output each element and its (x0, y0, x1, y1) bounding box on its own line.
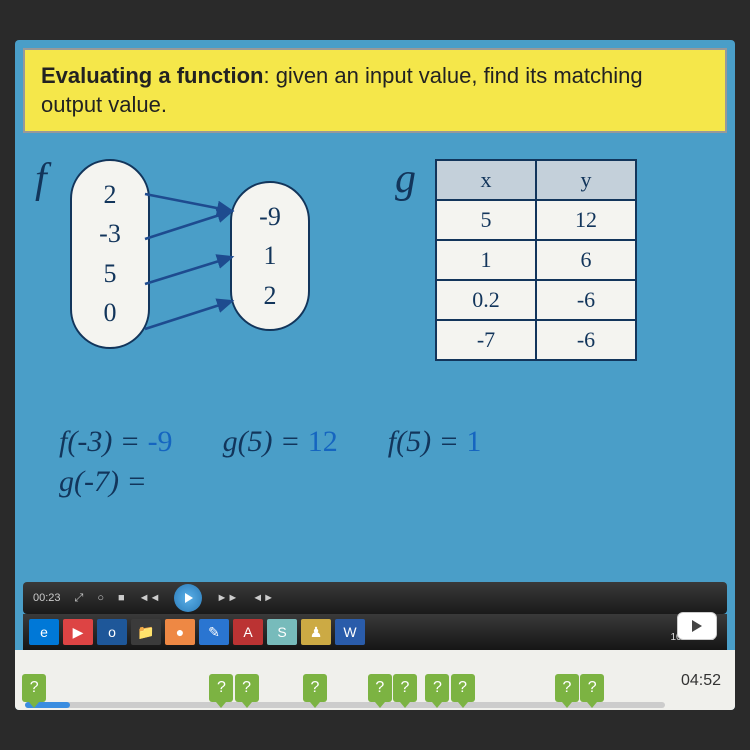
eq-g-5: g(5) = 12 (223, 425, 338, 459)
taskbar-app-icon[interactable]: A (233, 619, 263, 645)
question-marker[interactable]: ? (580, 674, 604, 702)
table-row: 512 (436, 200, 636, 240)
screenshot-frame: Evaluating a function: given an input va… (15, 40, 735, 710)
title-bold: Evaluating a function (41, 63, 263, 88)
content-area: f 2 -3 5 0 -9 1 2 g x y 512 16 (15, 141, 735, 501)
video-duration: 04:52 (681, 672, 721, 690)
table-row: -7-6 (436, 320, 636, 360)
g-label: g (395, 155, 416, 203)
g-table: x y 512 16 0.2-6 -7-6 (435, 159, 637, 361)
player-ctrl[interactable]: ○ (97, 592, 104, 604)
question-marker[interactable]: ? (209, 674, 233, 702)
eq-f-5: f(5) = 1 (388, 425, 482, 459)
eq-g-neg7: g(-7) = (59, 465, 715, 499)
question-marker[interactable]: ? (22, 674, 46, 702)
taskbar-app-icon[interactable]: o (97, 619, 127, 645)
play-button[interactable] (174, 584, 202, 612)
video-player-bar: 00:23 ⤢ ○ ■ ◄◄ ►► ◄► (23, 582, 727, 614)
table-row: 0.2-6 (436, 280, 636, 320)
title-banner: Evaluating a function: given an input va… (23, 48, 727, 133)
mapping-arrows (70, 159, 330, 359)
player-ctrl[interactable]: ◄► (252, 592, 274, 604)
timeline-strip: ?????????? (15, 650, 735, 710)
youtube-play-icon[interactable] (677, 612, 717, 640)
player-ctrl[interactable]: ►► (216, 592, 238, 604)
table-row: 16 (436, 240, 636, 280)
question-marker[interactable]: ? (235, 674, 259, 702)
taskbar-app-icon[interactable]: ● (165, 619, 195, 645)
eq-f-neg3: f(-3) = -9 (59, 425, 173, 459)
equations: f(-3) = -9 g(5) = 12 f(5) = 1 g(-7) = (59, 425, 715, 499)
g-header-y: y (536, 160, 636, 200)
question-marker[interactable]: ? (303, 674, 327, 702)
taskbar-app-icon[interactable]: ♟ (301, 619, 331, 645)
question-marker[interactable]: ? (555, 674, 579, 702)
question-marker[interactable]: ? (451, 674, 475, 702)
taskbar-app-icon[interactable]: e (29, 619, 59, 645)
player-time: 00:23 (33, 592, 61, 604)
player-ctrl[interactable]: ◄◄ (139, 592, 161, 604)
question-marker[interactable]: ? (425, 674, 449, 702)
taskbar-app-icon[interactable]: ▶ (63, 619, 93, 645)
f-label: f (35, 155, 47, 203)
taskbar-app-icon[interactable]: 📁 (131, 619, 161, 645)
question-marker[interactable]: ? (368, 674, 392, 702)
question-marker[interactable]: ? (393, 674, 417, 702)
taskbar-app-icon[interactable]: ✎ (199, 619, 229, 645)
taskbar-app-icon[interactable]: S (267, 619, 297, 645)
g-header-x: x (436, 160, 536, 200)
player-ctrl[interactable]: ⤢ (75, 592, 84, 605)
taskbar-app-icon[interactable]: W (335, 619, 365, 645)
player-ctrl[interactable]: ■ (118, 592, 125, 604)
windows-taskbar: e▶o📁●✎AS♟W 6:50 AM 10/6/2015 (23, 614, 727, 650)
